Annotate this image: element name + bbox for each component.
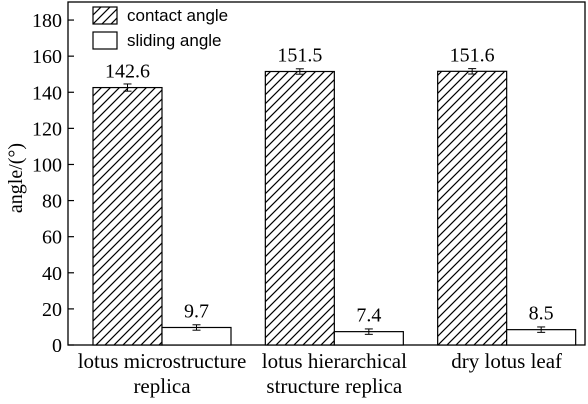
- legend: contact angle sliding angle: [92, 6, 228, 50]
- y-tick-label: 180: [32, 10, 62, 32]
- legend-swatch-sliding-angle: [92, 31, 118, 50]
- y-tick-label: 20: [42, 299, 62, 321]
- value-label: 151.6: [450, 44, 495, 66]
- bar-contact-angle: [92, 86, 163, 346]
- y-tick-label: 40: [42, 263, 62, 285]
- category-label: lotus microstructure: [78, 349, 247, 373]
- value-label: 9.7: [184, 300, 209, 322]
- category-label: replica: [133, 374, 191, 398]
- y-tick-label: 60: [42, 227, 62, 249]
- category-label: structure replica: [266, 374, 403, 398]
- y-tick-label: 160: [32, 46, 62, 68]
- y-tick-label: 140: [32, 82, 62, 104]
- bars: [92, 68, 577, 346]
- y-tick-label: 80: [42, 191, 62, 213]
- value-labels: 142.6 9.7 151.5 7.4 151.6 8.5: [105, 44, 554, 326]
- y-axis-title: angle/(°): [5, 143, 27, 213]
- y-tick-label: 100: [32, 154, 62, 176]
- y-tick-label: 0: [52, 335, 62, 357]
- bar-contact-angle: [264, 70, 335, 346]
- value-label: 142.6: [105, 61, 150, 83]
- y-tick-label: 120: [32, 118, 62, 140]
- bar-contact-angle: [437, 70, 508, 346]
- legend-label-contact-angle: contact angle: [127, 6, 228, 25]
- value-label: 8.5: [529, 303, 554, 325]
- legend-swatch-contact-angle: [92, 6, 118, 25]
- value-label: 7.4: [356, 305, 381, 327]
- category-label: dry lotus leaf: [451, 349, 562, 373]
- category-label: lotus hierarchical: [262, 349, 407, 373]
- legend-label-sliding-angle: sliding angle: [127, 31, 222, 50]
- value-label: 151.5: [277, 45, 322, 67]
- y-ticks: 0 20 40 60 80 100 120 140 160 180: [32, 10, 74, 357]
